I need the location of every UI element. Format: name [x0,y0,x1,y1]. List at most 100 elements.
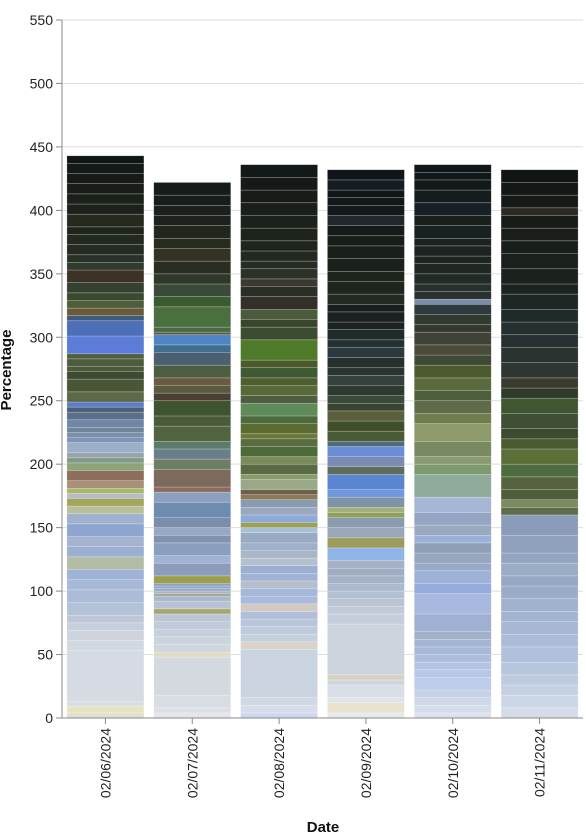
bar-segment[interactable] [153,583,232,587]
bar-segment[interactable] [240,278,318,287]
bar-segment[interactable] [240,611,318,620]
bar-segment[interactable] [240,463,318,475]
bar-segment[interactable] [327,197,405,206]
bar-segment[interactable] [413,705,492,714]
bar-segment[interactable] [153,636,232,645]
bar-segment[interactable] [240,588,318,597]
bar-segment[interactable] [327,527,405,539]
bar-segment[interactable] [66,701,145,707]
bar-segment[interactable] [66,193,145,205]
bar-segment[interactable] [413,512,492,526]
bar-segment[interactable] [153,448,232,460]
bar-segment[interactable] [500,463,579,478]
bar-segment[interactable] [327,537,405,549]
bar-segment[interactable] [153,415,232,427]
bar-segment[interactable] [66,602,145,616]
bar-segment[interactable] [327,474,405,490]
bar-segment[interactable] [413,677,492,691]
bar-segment[interactable] [413,631,492,640]
bar-segment[interactable] [66,706,145,714]
bar-segment[interactable] [327,321,405,330]
bar-segment[interactable] [66,419,145,428]
bar-segment[interactable] [153,621,232,630]
bar-segment[interactable] [500,413,579,429]
bar-segment[interactable] [66,358,145,367]
bar-segment[interactable] [66,366,145,372]
bar-segment[interactable] [240,565,318,574]
bar-segment[interactable] [240,215,318,229]
bar-segment[interactable] [327,606,405,615]
bar-segment[interactable] [153,628,232,638]
bar-segment[interactable] [153,237,232,249]
bar-segment[interactable] [153,600,232,610]
bar-segment[interactable] [153,517,232,528]
bar-segment[interactable] [240,423,318,435]
bar-segment[interactable] [240,641,318,650]
bar-segment[interactable] [500,707,579,719]
bar-segment[interactable] [500,283,579,295]
bar-segment[interactable] [500,684,579,696]
bar-segment[interactable] [66,335,145,355]
bar-segment[interactable] [327,702,405,714]
bar-segment[interactable] [327,684,405,698]
bar-segment[interactable] [327,697,405,704]
bar-segment[interactable] [240,527,318,534]
bar-segment[interactable] [66,523,145,537]
bar-segment[interactable] [153,326,232,333]
bar-segment[interactable] [153,306,232,328]
bar-segment[interactable] [153,248,232,262]
bar-segment[interactable] [413,263,492,275]
bar-segment[interactable] [240,227,318,242]
bar-segment[interactable] [500,253,579,270]
bar-segment[interactable] [66,378,145,393]
bar-segment[interactable] [153,194,232,206]
bar-segment[interactable] [327,281,405,295]
bar-segment[interactable] [240,240,318,252]
bar-segment[interactable] [500,598,579,612]
bar-segment[interactable] [66,487,145,494]
bar-segment[interactable] [153,501,232,518]
bar-segment[interactable] [66,269,145,284]
bar-segment[interactable] [240,415,318,424]
bar-segment[interactable] [500,268,579,285]
bar-segment[interactable] [153,385,232,394]
bar-segment[interactable] [240,260,318,270]
bar-segment[interactable] [240,618,318,627]
bar-segment[interactable] [413,202,492,216]
bar-segment[interactable] [153,585,232,589]
bar-segment[interactable] [240,339,318,361]
bar-segment[interactable] [66,432,145,438]
bar-segment[interactable] [327,402,405,412]
bar-segment[interactable] [153,542,232,556]
bar-segment[interactable] [327,466,405,475]
bar-segment[interactable] [240,603,318,612]
bar-segment[interactable] [240,557,318,567]
bar-segment[interactable] [500,227,579,242]
bar-segment[interactable] [66,498,145,507]
bar-segment[interactable] [153,392,232,402]
bar-segment[interactable] [66,505,145,514]
bar-segment[interactable] [327,235,405,247]
bar-segment[interactable] [240,164,318,178]
bar-segment[interactable] [413,324,492,333]
bar-segment[interactable] [153,334,232,346]
bar-segment[interactable] [413,474,492,498]
bar-segment[interactable] [153,608,232,615]
bar-segment[interactable] [327,560,405,569]
bar-segment[interactable] [66,213,145,228]
bar-segment[interactable] [327,225,405,237]
bar-segment[interactable] [327,613,405,625]
bar-segment[interactable] [240,489,318,495]
bar-segment[interactable] [240,595,318,605]
bar-segment[interactable] [413,639,492,648]
bar-segment[interactable] [153,260,232,275]
bar-segment[interactable] [327,441,405,447]
bar-segment[interactable] [66,442,145,454]
bar-segment[interactable] [413,542,492,554]
bar-segment[interactable] [327,329,405,341]
bar-segment[interactable] [66,254,145,263]
bar-segment[interactable] [153,694,232,709]
bar-segment[interactable] [327,169,405,181]
bar-segment[interactable] [327,245,405,259]
bar-segment[interactable] [327,598,405,607]
